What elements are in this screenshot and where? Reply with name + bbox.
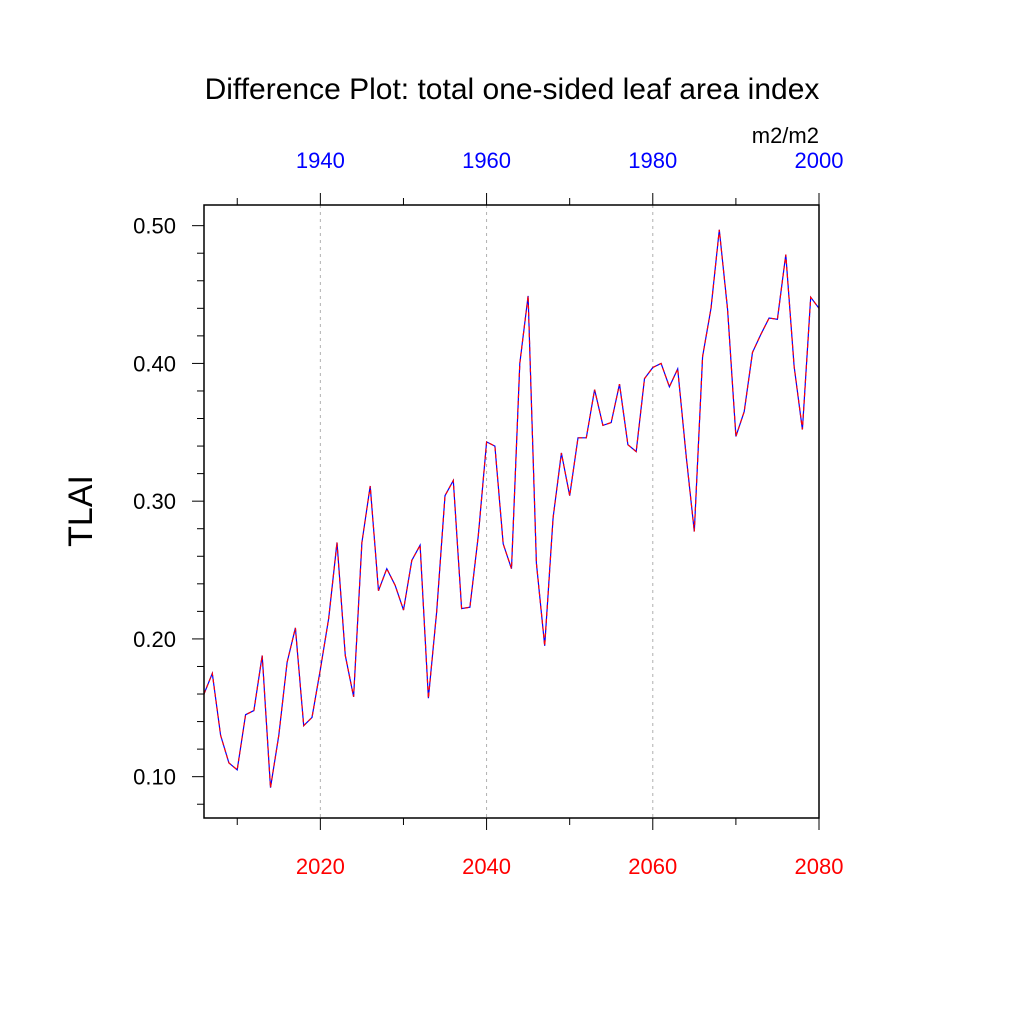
top-tick-label: 1940 (296, 148, 345, 173)
series-lines (203, 229, 820, 788)
axes: 2020 2040 2060 2080 1940 1960 1980 2000 0.10 0.20… (133, 148, 843, 879)
x-tick-label: 2060 (628, 854, 677, 879)
y-tick-label: 0.30 (133, 489, 176, 514)
x-tick-label: 2040 (462, 854, 511, 879)
x-tick-label: 2020 (296, 854, 345, 879)
top-tick-label: 1980 (628, 148, 677, 173)
x-tick-label: 2080 (795, 854, 844, 879)
series-line-1 (203, 229, 820, 788)
top-tick-label: 1960 (462, 148, 511, 173)
y-tick-label: 0.10 (133, 765, 176, 790)
top-tick-label: 2000 (795, 148, 844, 173)
y-tick-label: 0.50 (133, 214, 176, 239)
y-tick-label: 0.40 (133, 351, 176, 376)
chart-title: Difference Plot: total one-sided leaf ar… (205, 73, 820, 106)
series-line-2 (203, 229, 820, 788)
y-axis-label: TLAI (62, 475, 100, 547)
y-tick-label: 0.20 (133, 627, 176, 652)
units-label: m2/m2 (752, 123, 819, 148)
plot-frame (203, 204, 820, 819)
grid-lines (319, 205, 654, 818)
